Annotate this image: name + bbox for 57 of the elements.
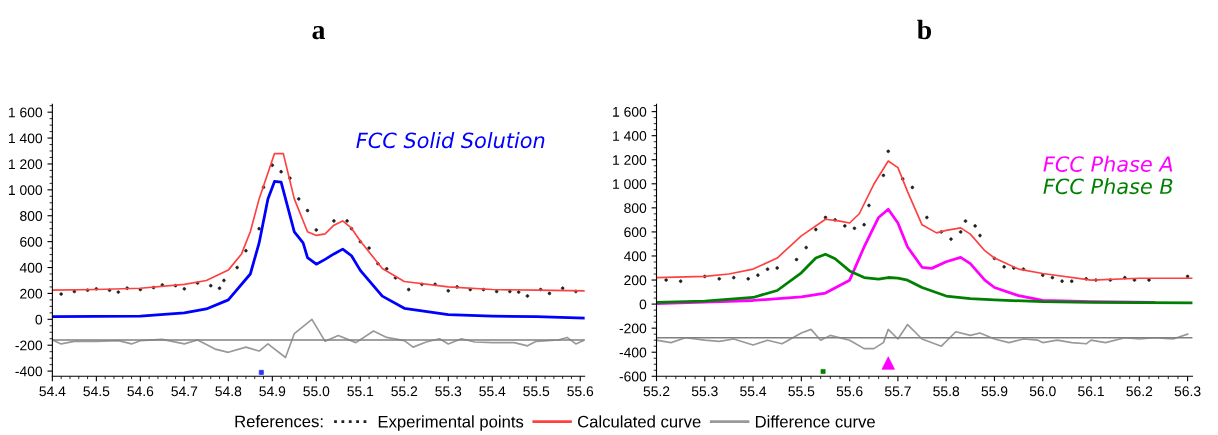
x-tick-label: 55.3: [691, 386, 718, 397]
x-tick-label: 56.2: [1126, 386, 1153, 397]
y-tick-label: -400: [619, 347, 647, 358]
y-tick-label: 1 200: [613, 155, 647, 165]
y-tick-label: 1 400: [613, 131, 647, 141]
x-tick-label: 56.0: [1029, 386, 1056, 397]
y-tick-label: 800: [624, 203, 647, 214]
x-tick-label: 54.4: [39, 386, 66, 397]
text: FCC Phase A: [1043, 155, 1173, 172]
x-tick-label: 55.9: [981, 386, 1008, 397]
x-tick-label: 55.6: [836, 386, 863, 397]
x-tick-label: 55.5: [788, 386, 815, 397]
y-tick-label: 1 000: [613, 179, 647, 189]
x-tick-label: 55.2: [643, 386, 670, 397]
y-tick-label: -200: [619, 323, 647, 334]
y-tick-label: -200: [15, 340, 43, 351]
y-tick-label: 1 400: [8, 133, 43, 144]
legend-label: Experimental points: [378, 415, 524, 431]
x-tick-label: 55.3: [435, 386, 462, 397]
annotation: FCC Solid Solution: [356, 132, 545, 149]
chart-title: a: [312, 25, 326, 40]
x-tick-label: 55.4: [479, 386, 506, 397]
x-tick-label: 55.8: [933, 386, 960, 397]
x-tick-label: 55.6: [567, 386, 594, 397]
x-tick-label: 55.2: [391, 386, 418, 397]
y-tick-label: 200: [20, 288, 43, 299]
x-tick-label: 54.8: [215, 386, 242, 397]
y-tick-label: 400: [19, 262, 43, 273]
text: FCC Phase B: [1043, 178, 1173, 195]
y-tick-label: 1 000: [8, 185, 43, 196]
x-tick-label: 55.7: [884, 386, 911, 397]
legend-label: Difference curve: [755, 415, 875, 428]
x-tick-label: 54.5: [83, 386, 110, 397]
x-tick-label: 55.1: [347, 386, 374, 397]
x-tick-label: 54.6: [127, 386, 154, 397]
y-tick-label: 400: [623, 251, 647, 262]
y-tick-label: 200: [624, 275, 647, 286]
y-tick-label: 0: [639, 299, 647, 310]
x-tick-label: 55.0: [303, 386, 330, 397]
y-tick-label: -400: [15, 366, 43, 377]
x-tick-label: 54.9: [259, 386, 286, 397]
x-tick-label: 56.3: [1174, 386, 1201, 397]
x-tick-label: 55.4: [740, 386, 767, 397]
y-tick-label: 600: [20, 236, 43, 247]
y-tick-label: 600: [624, 227, 647, 238]
y-tick-label: 1 600: [613, 106, 647, 117]
y-tick-label: -600: [619, 371, 647, 382]
y-tick-label: 1 600: [8, 107, 43, 118]
y-tick-label: 1 200: [8, 159, 43, 170]
legend-label: Calculated curve: [577, 415, 701, 428]
y-tick-label: 0: [35, 314, 43, 325]
legend-title: References:: [235, 415, 323, 428]
x-tick-label: 54.7: [171, 386, 198, 397]
chart-title: b: [917, 19, 932, 40]
x-tick-label: 56.1: [1078, 386, 1104, 397]
y-tick-label: 800: [20, 211, 43, 221]
x-tick-label: 55.5: [523, 386, 550, 397]
